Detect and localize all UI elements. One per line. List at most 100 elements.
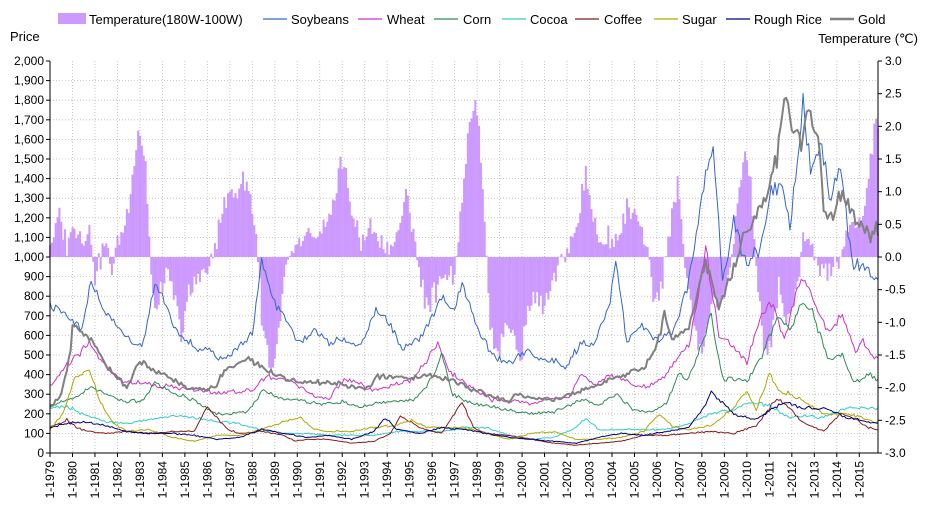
temperature-bar: [176, 257, 179, 307]
temperature-bar: [582, 190, 585, 257]
temperature-bar: [654, 257, 657, 299]
temperature-bar: [146, 204, 149, 257]
temperature-bar: [365, 236, 368, 257]
legend-label: Gold: [858, 12, 885, 27]
left-tick-label: 0: [37, 446, 44, 460]
temperature-bar: [60, 221, 63, 257]
temperature-bar: [251, 213, 254, 257]
temperature-bar: [626, 198, 629, 257]
temperature-bar: [354, 226, 357, 257]
legend-label: Temperature(180W-100W): [89, 12, 243, 27]
temperature-bar: [717, 257, 720, 310]
temperature-bar: [440, 257, 443, 279]
temperature-bar: [165, 257, 168, 268]
temperature-bar: [547, 257, 550, 300]
temperature-bar: [577, 223, 580, 257]
temperature-bar: [528, 257, 531, 311]
temperature-bar: [90, 244, 93, 257]
temperature-bar: [828, 257, 831, 264]
right-tick-label: 1.0: [885, 185, 902, 199]
temperature-bar: [421, 257, 424, 280]
temperature-bar: [75, 238, 78, 257]
temperature-bar: [180, 257, 183, 343]
temperature-bar: [676, 176, 679, 257]
temperature-bar: [455, 255, 458, 257]
temperature-bar: [258, 257, 261, 279]
x-tick-label: 1-1989: [268, 461, 282, 499]
temperature-bar: [303, 235, 306, 257]
temperature-bar: [427, 257, 430, 306]
temperature-bar: [459, 211, 462, 257]
temperature-bar: [464, 163, 467, 257]
temperature-bar: [672, 201, 675, 257]
series-line-coffee: [49, 398, 879, 446]
temperature-bar: [760, 257, 763, 326]
x-tick-label: 1-1990: [290, 461, 304, 499]
temperature-bar: [326, 221, 329, 257]
temperature-bar: [674, 202, 677, 257]
temperature-bar: [127, 212, 130, 257]
temperature-bar: [740, 179, 743, 257]
temperature-bar: [315, 238, 318, 257]
temperature-bar: [380, 235, 383, 257]
temperature-bar: [747, 175, 750, 257]
temperature-bar: [457, 242, 460, 257]
temperature-bar: [749, 176, 752, 257]
right-tick-label: 0.0: [885, 250, 902, 264]
temperature-bar: [622, 213, 625, 257]
temperature-bar: [212, 257, 215, 259]
temperature-bar: [378, 247, 381, 257]
temperature-bar: [631, 212, 634, 257]
right-tick-label: 0.5: [885, 217, 902, 231]
temperature-bar: [140, 145, 143, 257]
temperature-bar: [215, 249, 218, 257]
temperature-bar: [298, 238, 301, 257]
temperature-bar: [727, 257, 730, 276]
temperature-bar: [489, 257, 492, 330]
temperature-bar: [270, 257, 273, 370]
temperature-bar: [330, 215, 333, 257]
temperature-bar: [92, 257, 95, 262]
temperature-bar: [873, 123, 876, 257]
temperature-bar: [210, 253, 213, 257]
temperature-bar: [238, 188, 241, 257]
temperature-bar: [50, 242, 53, 257]
temperature-bar: [187, 257, 190, 285]
temperature-bar: [541, 257, 544, 315]
temperature-bar: [73, 228, 76, 257]
temperature-bar: [856, 226, 859, 257]
temperature-bar: [227, 193, 230, 257]
temperature-bar: [253, 225, 256, 257]
temperature-bar: [478, 125, 481, 257]
temperature-bar: [300, 246, 303, 257]
temperature-bar: [86, 234, 89, 257]
legend-swatch-temperature: [58, 13, 86, 24]
temperature-bar: [504, 257, 507, 323]
temperature-bar: [425, 257, 428, 298]
temperature-bar: [318, 231, 321, 257]
x-tick-label: 1-1991: [313, 461, 327, 499]
temperature-bar: [105, 243, 108, 257]
left-tick-label: 1,300: [14, 191, 44, 205]
temperature-bar: [487, 257, 490, 294]
temperature-bar: [648, 257, 651, 260]
left-tick-label: 800: [24, 289, 44, 303]
temperature-bar: [858, 217, 861, 257]
temperature-bar: [543, 257, 546, 307]
temperature-bar: [461, 202, 464, 257]
left-tick-label: 1,200: [14, 211, 44, 225]
x-tick-label: 1-1985: [178, 461, 192, 499]
temperature-bar: [708, 257, 711, 317]
temperature-bar: [217, 219, 220, 257]
temperature-bar: [519, 257, 522, 361]
temperature-bar: [320, 233, 323, 257]
temperature-bar: [835, 257, 838, 262]
temperature-bar: [644, 246, 647, 257]
temperature-bar: [309, 232, 312, 257]
temperature-bar: [772, 257, 775, 320]
temperature-bar: [624, 223, 627, 257]
temperature-bar: [789, 257, 792, 314]
temperature-bar: [524, 257, 527, 326]
temperature-bar: [586, 188, 589, 257]
